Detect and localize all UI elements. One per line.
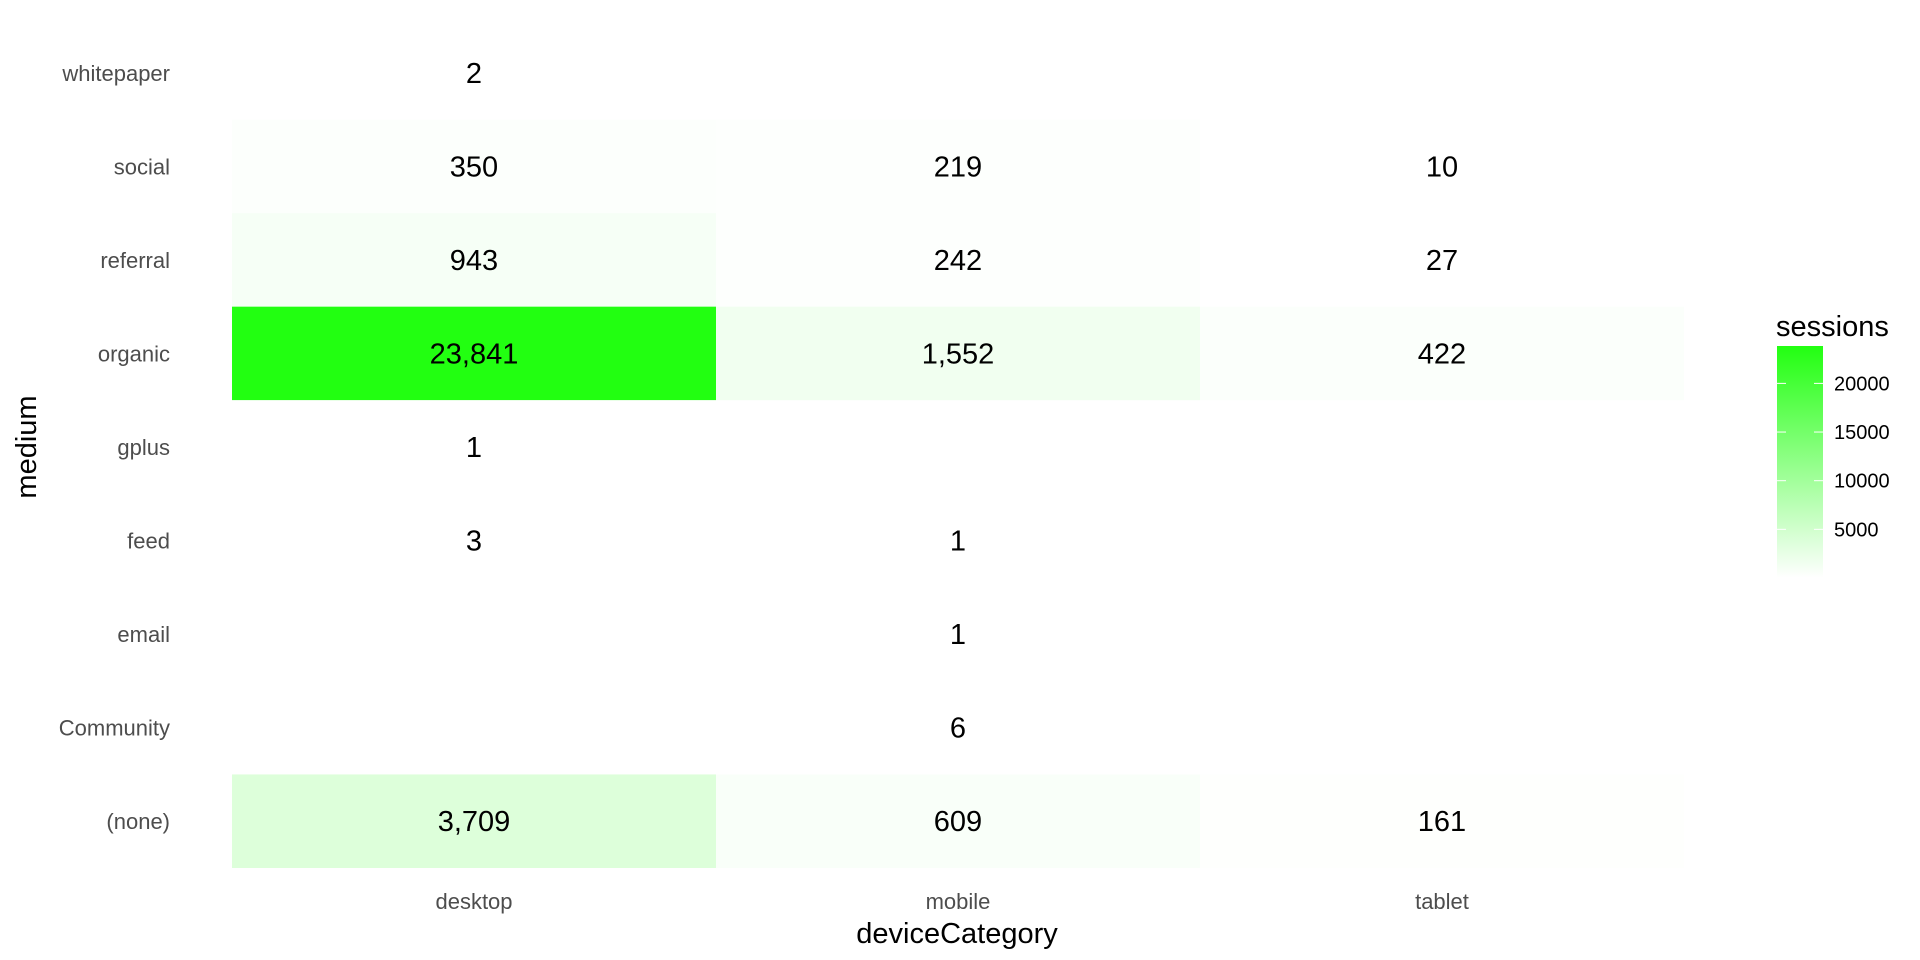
legend-title: sessions (1776, 311, 1889, 343)
cell-value-label: 27 (1426, 245, 1458, 277)
heatmap-cell (232, 213, 716, 307)
cell-value-label: 1 (466, 432, 482, 464)
heatmap-cell (232, 26, 716, 120)
cell-value-label: 242 (934, 245, 982, 277)
x-tick-label: mobile (926, 889, 991, 914)
y-tick-label: gplus (117, 435, 170, 460)
legend-tick-label: 5000 (1834, 519, 1879, 541)
y-tick-label: email (117, 622, 170, 647)
cell-value-label: 3 (466, 526, 482, 558)
cell-value-label: 350 (450, 151, 498, 183)
heatmap-cell (1200, 119, 1684, 214)
heatmap-cell (716, 587, 1200, 681)
heatmap-cell (716, 680, 1200, 775)
cell-value-label: 609 (934, 806, 982, 838)
cell-value-label: 219 (934, 151, 982, 183)
cell-value-label: 6 (950, 713, 966, 745)
cell-value-label: 422 (1418, 338, 1466, 370)
y-tick-labels: (none) Community email feed gplus organic refe… (59, 61, 170, 834)
cell-value-label: 161 (1418, 806, 1466, 838)
x-tick-label: desktop (435, 889, 512, 914)
legend-colorbar (1777, 346, 1823, 578)
y-tick-label: referral (100, 248, 170, 273)
y-tick-label: (none) (106, 809, 170, 834)
legend-tick-label: 20000 (1834, 373, 1890, 395)
x-tick-labels: desktop mobile tablet (435, 889, 1468, 914)
cell-value-label: 3,709 (438, 806, 511, 838)
x-tick-label: tablet (1415, 889, 1469, 914)
legend-ticks: 5000 10000 15000 20000 (1777, 373, 1890, 541)
heatmap-cell (232, 774, 716, 868)
heatmap-cell (716, 493, 1200, 588)
y-tick-label: organic (98, 341, 170, 366)
legend-tick-label: 15000 (1834, 422, 1890, 444)
y-tick-label: feed (127, 529, 170, 554)
x-axis-title: deviceCategory (856, 918, 1058, 950)
heatmap-cell (232, 400, 716, 494)
heatmap-cell (1200, 306, 1684, 401)
heatmap-cell (232, 119, 716, 214)
y-axis-title: medium (11, 395, 43, 498)
heatmap-cell (232, 493, 716, 588)
cell-value-label: 2 (466, 58, 482, 90)
cell-value-label: 23,841 (430, 338, 519, 370)
cell-value-label: 943 (450, 245, 498, 277)
cell-value-label: 10 (1426, 151, 1458, 183)
y-tick-label: social (114, 154, 170, 179)
heatmap-cell (716, 306, 1200, 401)
heatmap-cell (716, 119, 1200, 214)
y-tick-label: whitepaper (61, 61, 170, 86)
cell-value-label: 1,552 (922, 338, 995, 370)
heatmap-cell (1200, 213, 1684, 307)
y-tick-label: Community (59, 716, 170, 741)
cell-value-label: 1 (950, 526, 966, 558)
heatmap-cell (1200, 774, 1684, 868)
heatmap-cells (232, 26, 1684, 868)
cell-labels: 2 350 219 10 943 242 27 23,841 1,552 422 1 3 1 1 6 3,70… (430, 58, 1467, 838)
legend-tick-label: 10000 (1834, 471, 1890, 493)
legend: sessions 5000 10000 15000 20000 (1776, 311, 1890, 578)
heatmap-cell (716, 213, 1200, 307)
heatmap-cell (716, 774, 1200, 868)
heatmap-cell (232, 306, 716, 401)
cell-value-label: 1 (950, 619, 966, 651)
